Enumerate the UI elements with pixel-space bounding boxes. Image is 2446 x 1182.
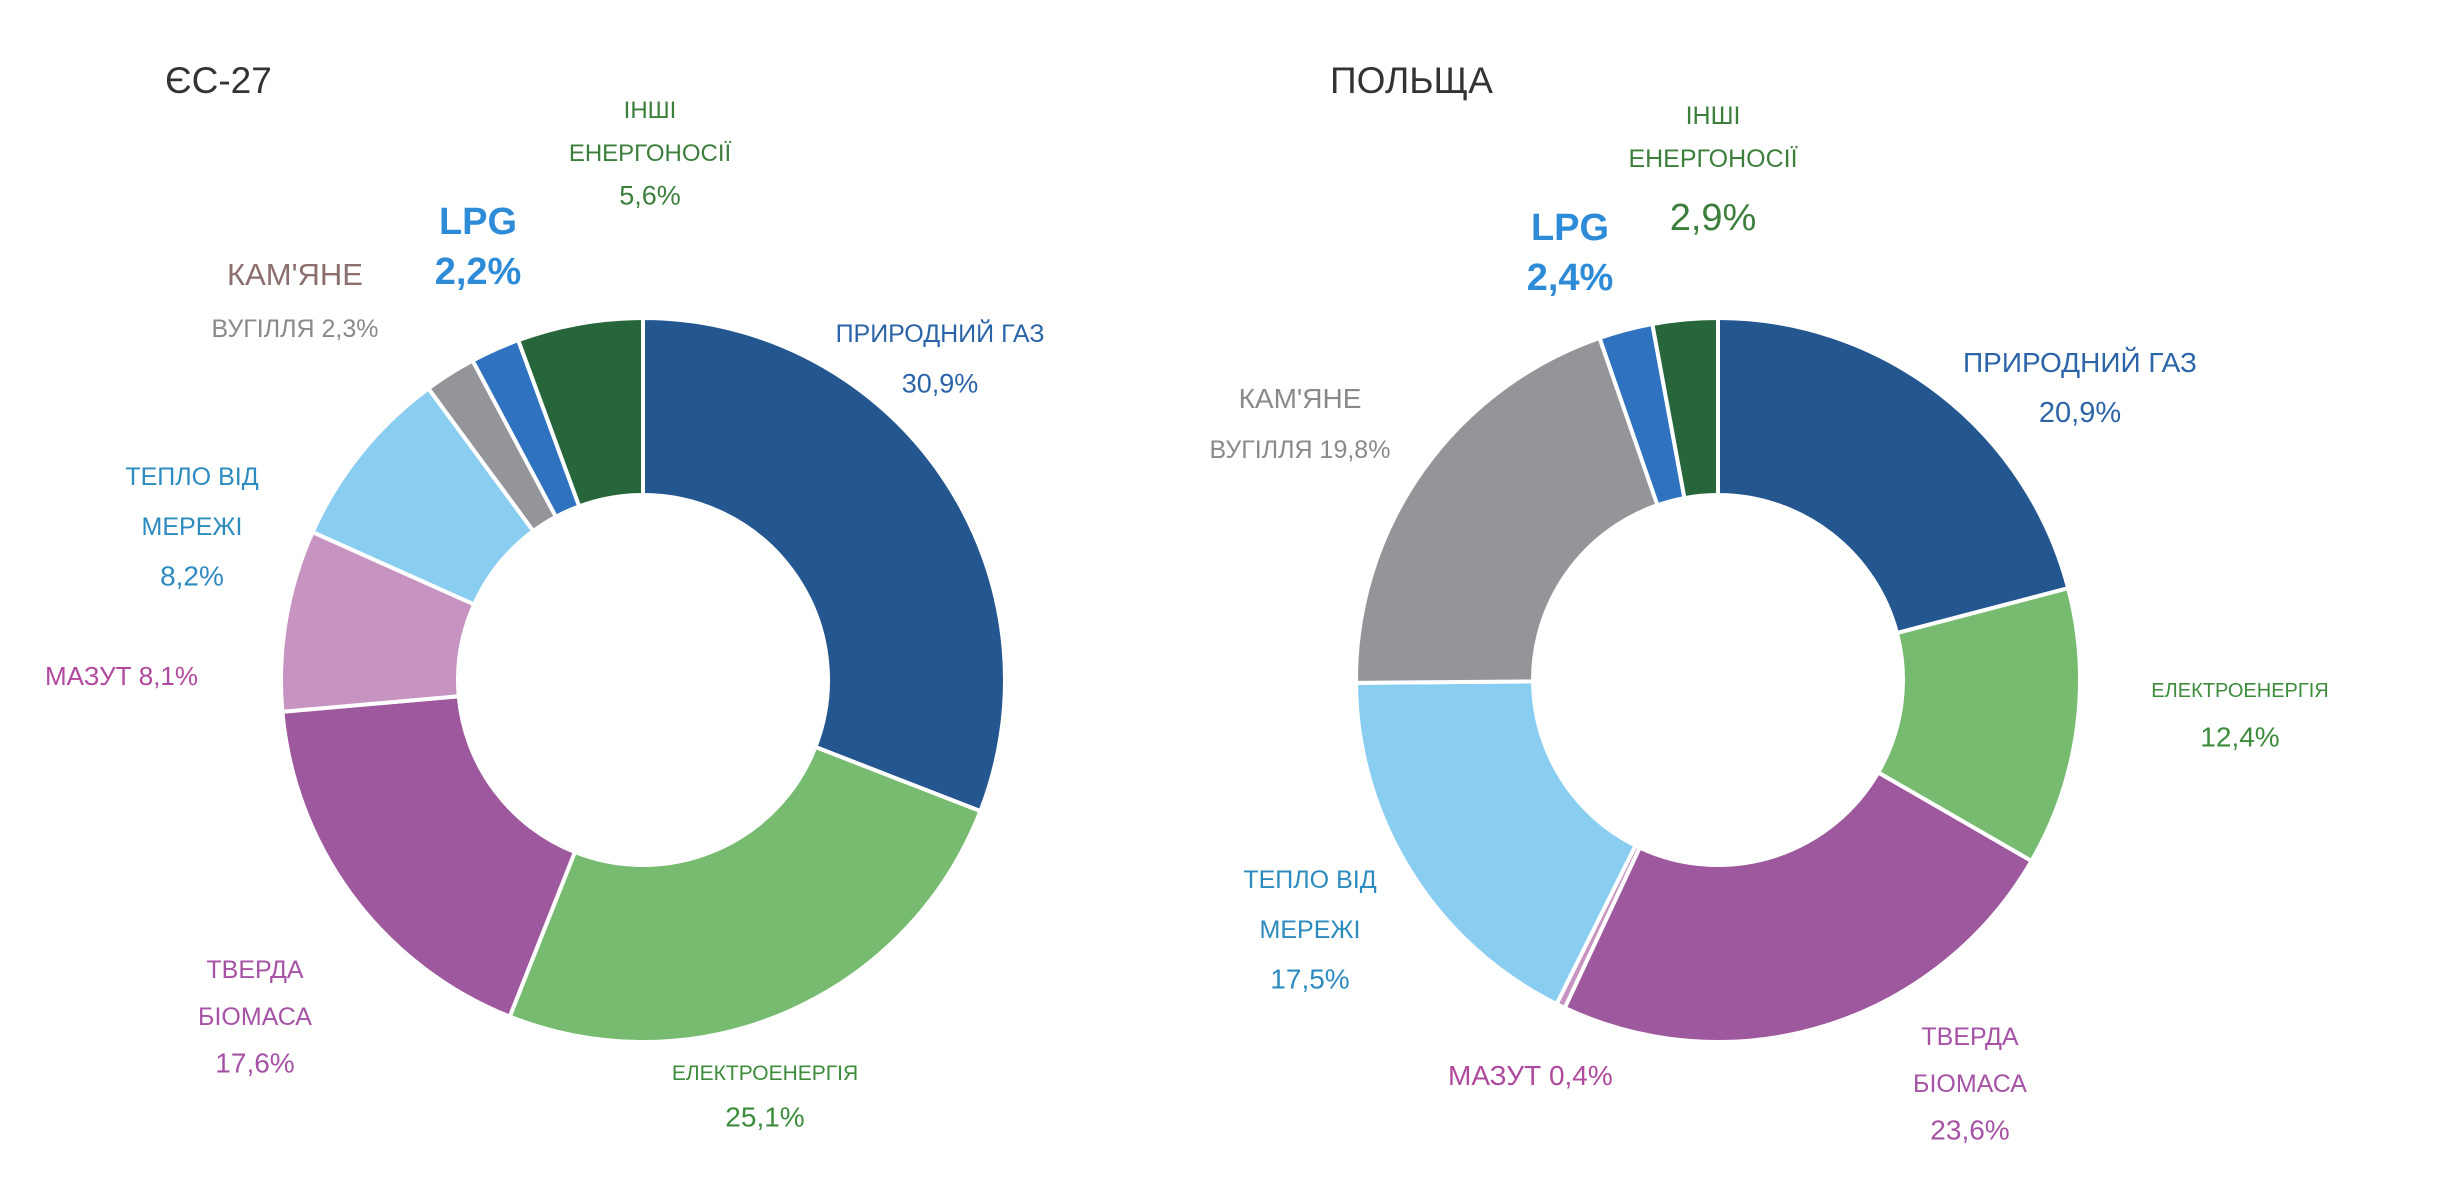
label-natural-gas-poland: ПРИРОДНИЙ ГАЗ: [1963, 347, 2197, 378]
label-hard-coal-eu27: КАМ'ЯНЕ: [227, 257, 363, 292]
slice-solid-biomass: [280, 694, 577, 1019]
label-lpg-eu27: LPG: [439, 201, 517, 243]
value-electricity-poland: 12,4%: [2200, 722, 2279, 753]
label-natural-gas-eu27: ПРИРОДНИЙ ГАЗ: [836, 318, 1045, 348]
label-hard-coal-poland: КАМ'ЯНЕ: [1239, 383, 1362, 414]
value-electricity-eu27: 25,1%: [725, 1101, 804, 1132]
chart-title-poland: ПОЛЬЩА: [1330, 60, 1493, 101]
label-other-energy-eu27-line1: ІНШІ: [624, 97, 677, 124]
label-district-heat-poland-line2: МЕРЕЖІ: [1260, 916, 1361, 944]
label-fuel-oil-eu27: МАЗУТ 8,1%: [45, 661, 198, 691]
label-district-heat-eu27-line1: ТЕПЛО ВІД: [125, 463, 258, 491]
label-solid-biomass-eu27-line1: ТВЕРДА: [206, 956, 304, 984]
slice-solid-biomass: [1562, 770, 2034, 1044]
label-solid-biomass-poland-line2: БІОМАСА: [1913, 1070, 2027, 1098]
slice-natural-gas: [641, 316, 1007, 814]
label-other-energy-eu27-line2: ЕНЕРГОНОСІЇ: [569, 140, 732, 167]
label-other-energy-poland-line1: ІНШІ: [1686, 102, 1741, 130]
slice-electricity: [1876, 586, 2083, 863]
label-lpg-poland: LPG: [1531, 207, 1609, 249]
label-solid-biomass-eu27-line2: БІОМАСА: [198, 1003, 312, 1031]
label-fuel-oil-poland: МАЗУТ 0,4%: [1448, 1060, 1613, 1091]
slice-natural-gas: [1716, 316, 2071, 636]
label-district-heat-poland-line1: ТЕПЛО ВІД: [1243, 866, 1376, 894]
value-district-heat-eu27: 8,2%: [160, 561, 224, 592]
label-solid-biomass-poland-line1: ТВЕРДА: [1921, 1023, 2019, 1051]
slice-district-heat: [1354, 679, 1638, 1006]
slice-hard-coal: [1354, 335, 1660, 685]
slice-other-energy: [516, 316, 645, 509]
value-solid-biomass-eu27: 17,6%: [215, 1048, 294, 1079]
donut-chart-eu27: ПРИРОДНИЙ ГАЗ 30,9% ЕЛЕКТРОЕНЕРГІЯ 25,1% ТВЕ…: [45, 97, 1044, 1132]
donut-chart-poland: ПРИРОДНИЙ ГАЗ 20,9% ЕЛЕКТРОЕНЕРГІЯ 12,4% ТВЕ…: [1210, 102, 2329, 1146]
value-district-heat-poland: 17,5%: [1270, 964, 1349, 995]
value-other-energy-poland: 2,9%: [1670, 197, 1757, 239]
label-district-heat-eu27-line2: МЕРЕЖІ: [142, 513, 243, 541]
label-other-energy-poland-line2: ЕНЕРГОНОСІЇ: [1628, 145, 1797, 173]
value-solid-biomass-poland: 23,6%: [1930, 1115, 2009, 1146]
chart-title-eu27: ЄС-27: [165, 60, 272, 101]
label-hard-coal-eu27-sub: ВУГІЛЛЯ 2,3%: [211, 315, 378, 343]
value-natural-gas-eu27: 30,9%: [902, 368, 979, 398]
label-hard-coal-poland-sub: ВУГІЛЛЯ 19,8%: [1210, 436, 1391, 464]
value-lpg-eu27: 2,2%: [435, 251, 522, 293]
label-electricity-poland: ЕЛЕКТРОЕНЕРГІЯ: [2151, 680, 2328, 702]
value-lpg-poland: 2,4%: [1527, 257, 1614, 299]
value-natural-gas-poland: 20,9%: [2039, 397, 2121, 429]
slice-other-energy: [1650, 316, 1720, 501]
slice-electricity: [507, 745, 983, 1044]
value-other-energy-eu27: 5,6%: [619, 181, 681, 211]
label-electricity-eu27: ЕЛЕКТРОЕНЕРГІЯ: [672, 1062, 858, 1085]
